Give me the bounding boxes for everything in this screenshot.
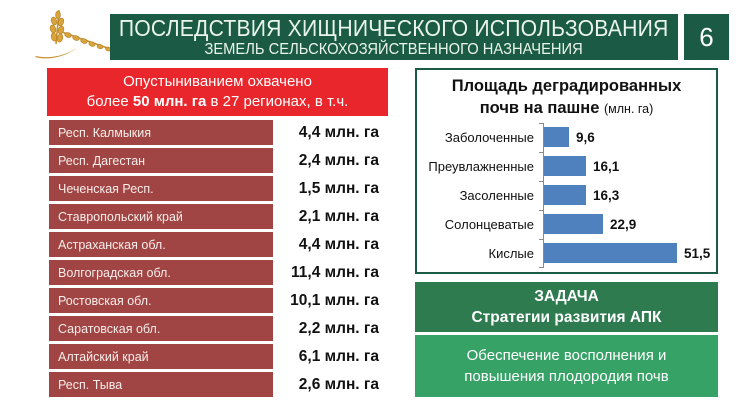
chart-bar-value: 51,5 bbox=[684, 246, 711, 261]
chart-axis-tick bbox=[539, 267, 543, 268]
chart-bar-area: 22,9 bbox=[543, 210, 716, 239]
chart-bar-area: 16,3 bbox=[543, 181, 716, 210]
table-row: Ростовская обл. 10,1 млн. га bbox=[49, 288, 387, 313]
desertification-total-bold: 50 млн. га bbox=[132, 93, 207, 110]
chart-category-label: Солонцеватые bbox=[444, 217, 534, 232]
chart-bar-row: Солонцеватые 22,9 bbox=[417, 210, 716, 239]
slide-title-line2: ЗЕМЕЛЬ СЕЛЬСКОХОЗЯЙСТВЕННОГО НАЗНАЧЕНИЯ bbox=[204, 40, 584, 58]
page-number-badge: 6 bbox=[684, 14, 729, 60]
chart-plot-area: Заболоченные 9,6 Преувлажненные 16,1 Засолен… bbox=[417, 123, 716, 268]
slide-title-bar: ПОСЛЕДСТВИЯ ХИЩНИЧЕСКОГО ИСПОЛЬЗОВАНИЯ З… bbox=[110, 14, 678, 60]
chart-category-label: Засоленные bbox=[459, 188, 534, 203]
table-row: Чеченская Респ. 1,5 млн. га bbox=[49, 176, 387, 201]
region-value: 2,1 млн. га bbox=[298, 207, 379, 225]
chart-bar-row: Преувлажненные 16,1 bbox=[417, 152, 716, 181]
task-box: ЗАДАЧА Стратегии развития АПК bbox=[415, 282, 718, 332]
table-row: Волгоградская обл. 11,4 млн. га bbox=[49, 260, 387, 285]
chart-title: Площадь деградированных почв на пашне (м… bbox=[417, 70, 716, 120]
region-value: 4,4 млн. га bbox=[298, 123, 379, 141]
chart-bar bbox=[544, 156, 586, 176]
region-name: Волгоградская обл. bbox=[49, 260, 273, 285]
table-row: Ставропольский край 2,1 млн. га bbox=[49, 204, 387, 229]
chart-category-label: Заболоченные bbox=[444, 130, 534, 145]
region-name: Саратовская обл. bbox=[49, 316, 273, 341]
table-row: Алтайский край 6,1 млн. га bbox=[49, 344, 387, 369]
chart-bar bbox=[544, 185, 586, 205]
region-name: Алтайский край bbox=[49, 344, 273, 369]
chart-bar-area: 9,6 bbox=[543, 123, 716, 152]
region-value: 4,4 млн. га bbox=[298, 235, 379, 253]
chart-bar-value: 22,9 bbox=[610, 217, 637, 232]
desertification-headline-line1: Опустыниванием охвачено bbox=[123, 73, 312, 90]
wheat-ears-icon bbox=[35, 9, 117, 59]
chart-bar-row: Заболоченные 9,6 bbox=[417, 123, 716, 152]
desertification-headline: Опустыниванием охвачено более 50 млн. га… bbox=[47, 68, 388, 116]
region-value: 6,1 млн. га bbox=[298, 347, 379, 365]
region-name: Чеченская Респ. bbox=[49, 176, 273, 201]
region-value: 2,2 млн. га bbox=[298, 319, 379, 337]
task-line1: ЗАДАЧА bbox=[534, 288, 599, 305]
page-number: 6 bbox=[699, 21, 714, 52]
region-value: 10,1 млн. га bbox=[290, 291, 379, 309]
region-value: 2,4 млн. га bbox=[298, 151, 379, 169]
region-name: Астраханская обл. bbox=[49, 232, 273, 257]
chart-title-line1: Площадь деградированных bbox=[451, 77, 682, 95]
chart-bar-value: 16,3 bbox=[593, 188, 620, 203]
table-row: Саратовская обл. 2,2 млн. га bbox=[49, 316, 387, 341]
chart-axis-tick bbox=[539, 181, 543, 182]
region-name: Респ. Тыва bbox=[49, 372, 273, 397]
chart-title-line2: почв на пашне (млн. га) bbox=[479, 99, 654, 117]
goal-line2: повышения плодородия почв bbox=[464, 368, 669, 385]
region-name: Респ. Калмыкия bbox=[49, 120, 273, 145]
chart-unit-label: (млн. га) bbox=[603, 102, 654, 116]
chart-y-axis bbox=[543, 123, 544, 268]
region-name: Респ. Дагестан bbox=[49, 148, 273, 173]
goal-box: Обеспечение восполнения и повышения плод… bbox=[415, 335, 718, 397]
table-row: Респ. Дагестан 2,4 млн. га bbox=[49, 148, 387, 173]
chart-bar bbox=[544, 243, 677, 263]
slide-title-line1: ПОСЛЕДСТВИЯ ХИЩНИЧЕСКОГО ИСПОЛЬЗОВАНИЯ bbox=[119, 14, 669, 41]
chart-axis-tick bbox=[539, 239, 543, 240]
goal-line1: Обеспечение восполнения и bbox=[466, 347, 667, 364]
desertification-headline-line2: более 50 млн. га в 27 регионах, в т.ч. bbox=[86, 93, 349, 110]
task-line2: Стратегии развития АПК bbox=[471, 309, 662, 326]
table-row: Респ. Калмыкия 4,4 млн. га bbox=[49, 120, 387, 145]
region-value: 11,4 млн. га bbox=[291, 263, 379, 281]
chart-category-label: Кислые bbox=[488, 246, 535, 261]
chart-axis-tick bbox=[539, 152, 543, 153]
chart-bar-row: Кислые 51,5 bbox=[417, 239, 716, 268]
chart-category-label: Преувлажненные bbox=[428, 159, 534, 174]
chart-bar bbox=[544, 127, 569, 147]
table-row: Респ. Тыва 2,6 млн. га bbox=[49, 372, 387, 397]
chart-bar bbox=[544, 214, 603, 234]
region-value: 2,6 млн. га bbox=[298, 375, 379, 393]
chart-bar-value: 9,6 bbox=[576, 130, 595, 145]
table-row: Астраханская обл. 4,4 млн. га bbox=[49, 232, 387, 257]
degraded-soils-chart: Площадь деградированных почв на пашне (м… bbox=[415, 68, 718, 274]
regions-table: Респ. Калмыкия 4,4 млн. га Респ. Дагестан 2… bbox=[49, 120, 387, 400]
chart-axis-tick bbox=[539, 210, 543, 211]
region-value: 1,5 млн. га bbox=[298, 179, 379, 197]
chart-bar-area: 16,1 bbox=[543, 152, 716, 181]
chart-bar-area: 51,5 bbox=[543, 239, 716, 268]
chart-axis-tick bbox=[539, 123, 543, 124]
region-name: Ставропольский край bbox=[49, 204, 273, 229]
chart-bar-value: 16,1 bbox=[593, 159, 620, 174]
chart-bar-row: Засоленные 16,3 bbox=[417, 181, 716, 210]
region-name: Ростовская обл. bbox=[49, 288, 273, 313]
